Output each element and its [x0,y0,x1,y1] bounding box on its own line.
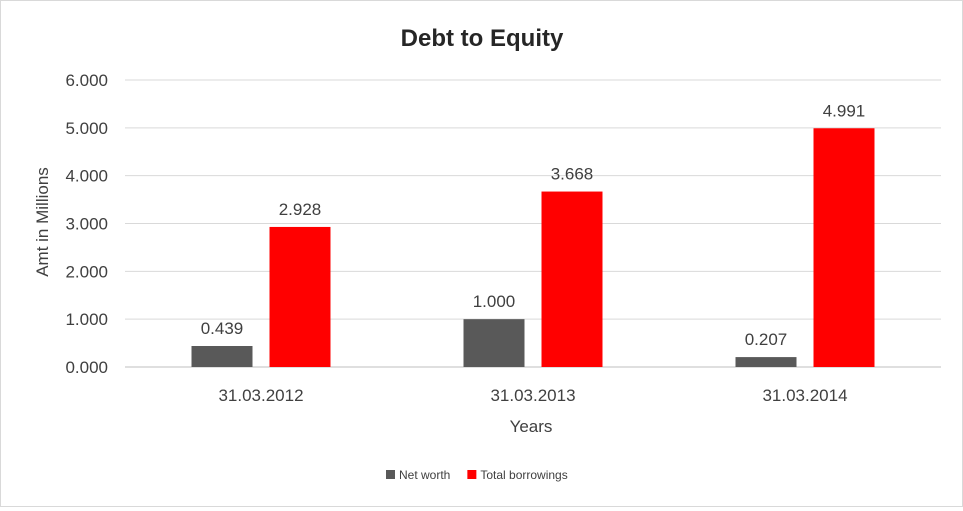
bar [541,191,603,367]
legend-swatch [386,470,395,479]
y-tick-label: 3.000 [65,215,108,234]
x-tick-label: 31.03.2014 [762,386,847,405]
y-tick-label: 6.000 [65,71,108,90]
data-label: 4.991 [823,101,866,120]
y-axis-label: Amt in Millions [33,167,52,277]
bar [463,319,525,367]
bar [813,128,875,367]
gridlines [125,79,941,368]
y-axis-ticks: 0.000 1.000 2.000 3.000 4.000 5.000 6.000 [65,71,108,377]
y-tick-label: 4.000 [65,167,108,186]
y-tick-label: 0.000 [65,358,108,377]
bar [269,226,331,367]
x-axis-label: Years [510,417,553,436]
y-tick-label: 1.000 [65,310,108,329]
y-tick-label: 5.000 [65,119,108,138]
data-label: 0.439 [201,319,244,338]
data-label: 2.928 [279,200,322,219]
legend-label: Total borrowings [480,468,567,482]
data-label: 1.000 [473,292,516,311]
chart-title: Debt to Equity [401,25,564,52]
x-axis-ticks: 31.03.2012 31.03.2013 31.03.2014 [218,386,847,405]
legend-swatch [467,470,477,479]
x-tick-label: 31.03.2012 [218,386,303,405]
bars: 0.439 2.928 1.000 3.668 0.207 4.991 [191,101,875,367]
x-tick-label: 31.03.2013 [490,386,575,405]
legend: Net worth Total borrowings [386,468,568,482]
bar [191,346,253,367]
data-label: 3.668 [551,165,594,184]
bar [735,357,797,367]
y-tick-label: 2.000 [65,262,108,281]
data-label: 0.207 [745,330,788,349]
legend-label: Net worth [399,468,450,482]
